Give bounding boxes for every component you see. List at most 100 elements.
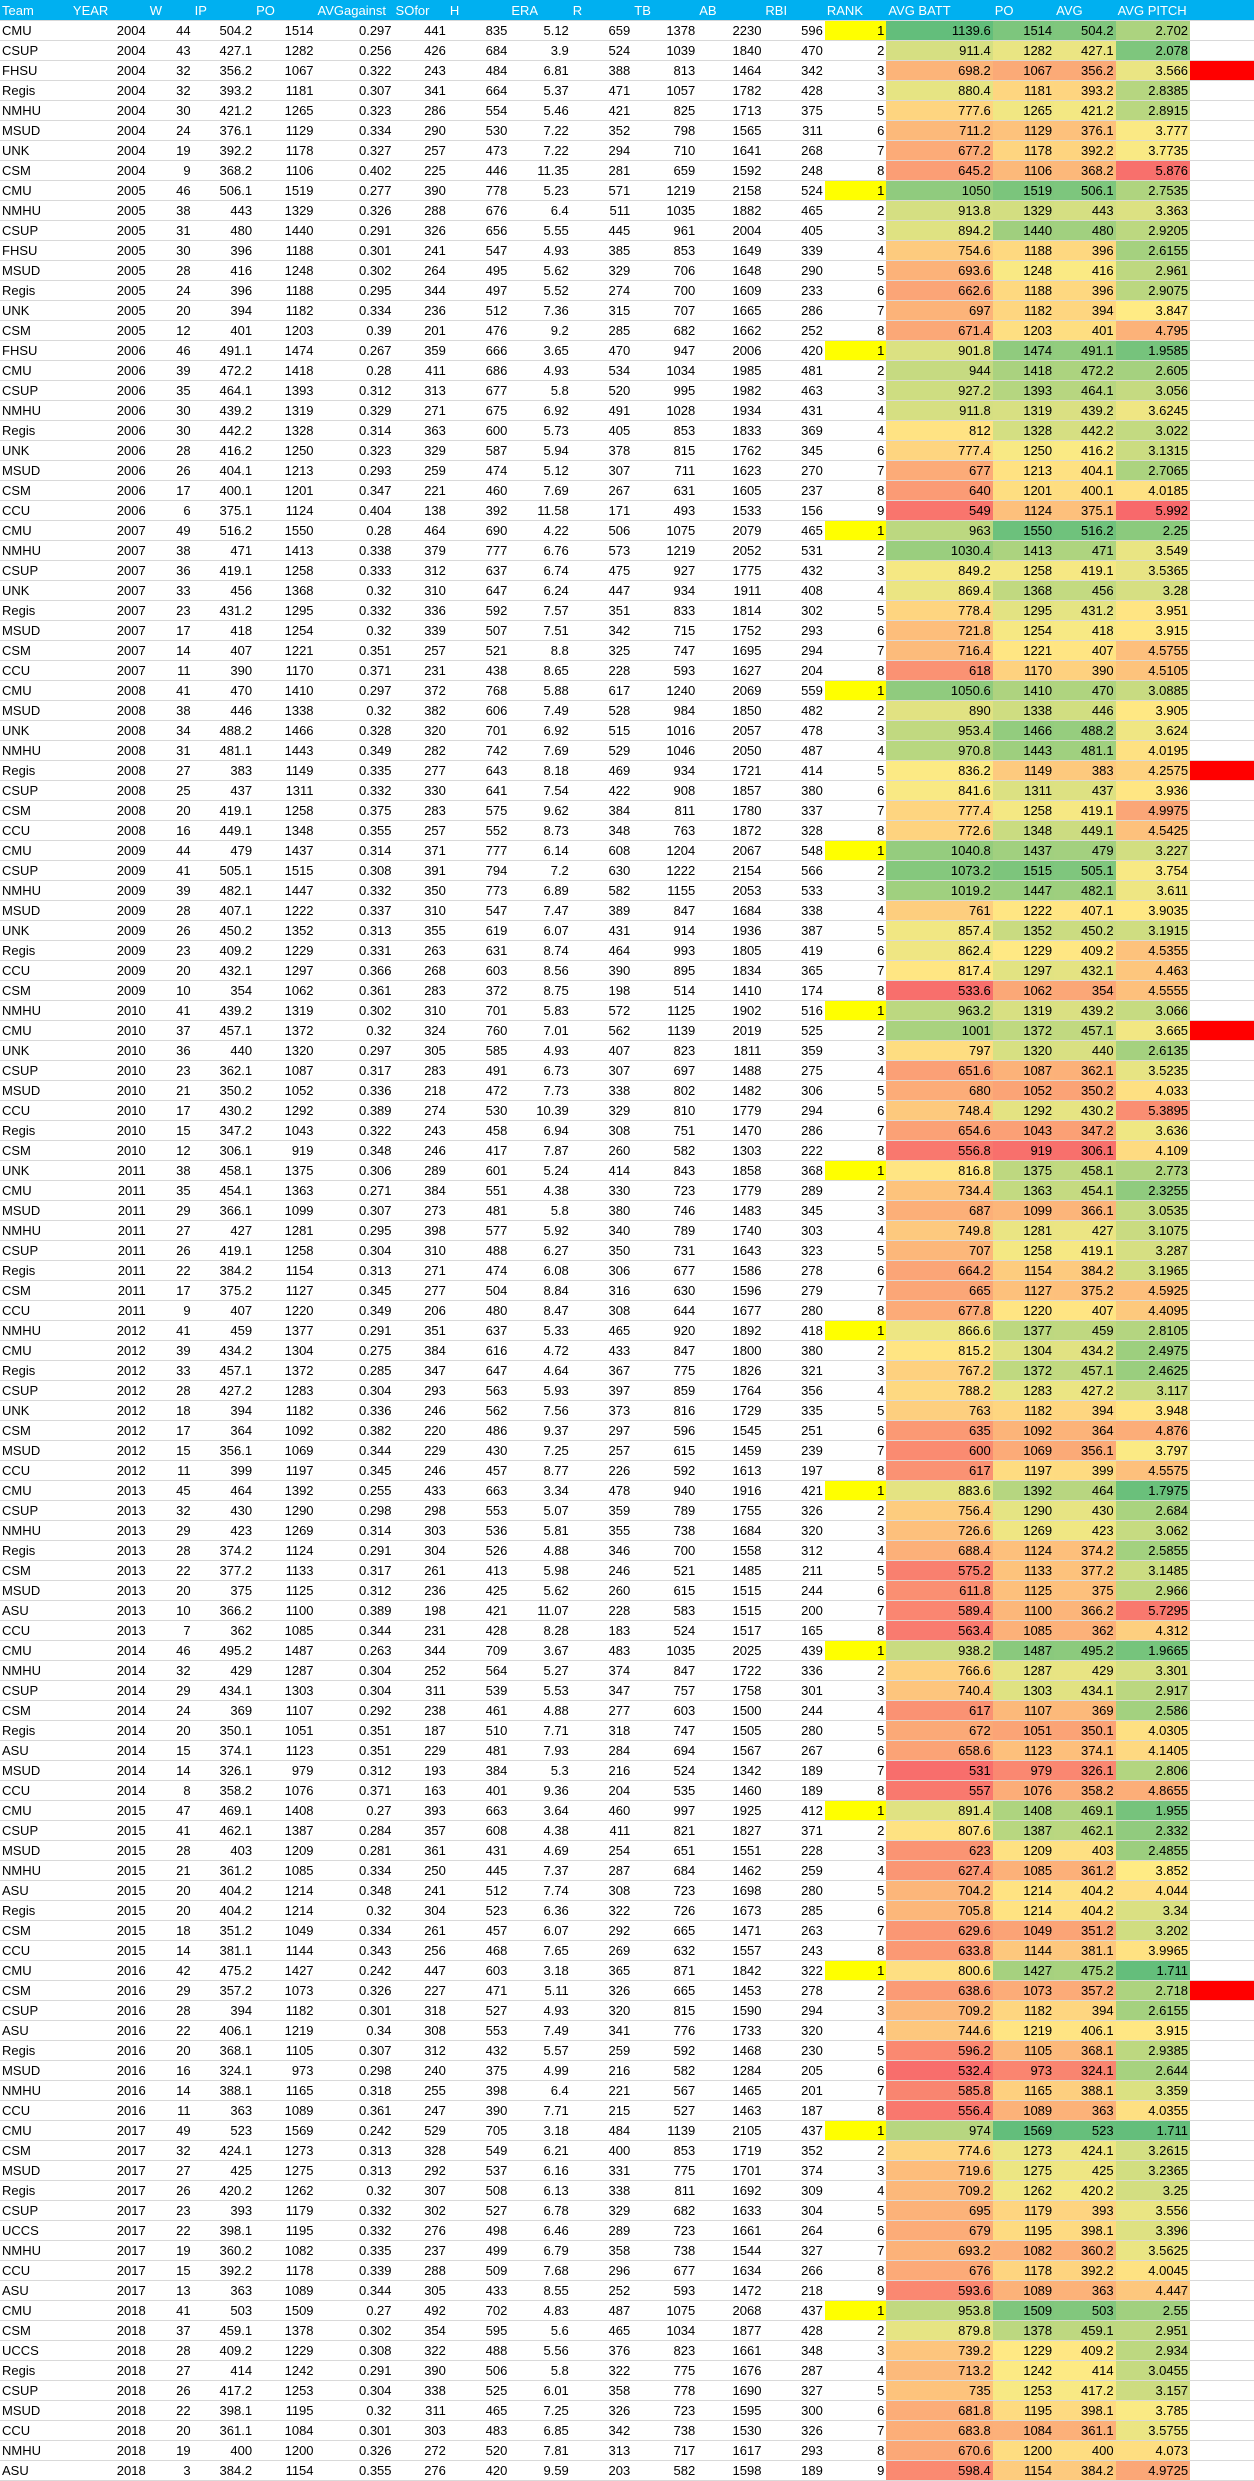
cell-tb[interactable]: 1034 bbox=[632, 2320, 698, 2341]
flag-cell[interactable] bbox=[1190, 180, 1254, 201]
cell-avg-against[interactable]: 0.345 bbox=[315, 1280, 394, 1301]
table-row[interactable]: CSM 2006 17 400.1 1201 0.347 221 460 7.69 267 631 1… bbox=[0, 480, 1254, 501]
cell-w[interactable]: 41 bbox=[147, 2300, 193, 2321]
flag-cell[interactable] bbox=[1190, 2120, 1254, 2141]
table-row[interactable]: MSUD 2005 28 416 1248 0.302 264 495 5.62 329 706 16… bbox=[0, 260, 1254, 281]
cell-avg-against[interactable]: 0.344 bbox=[315, 1620, 394, 1641]
cell-w[interactable]: 16 bbox=[147, 820, 193, 841]
cell-ip[interactable]: 398.1 bbox=[192, 2220, 255, 2241]
cell-w[interactable]: 23 bbox=[147, 1060, 193, 1081]
cell-w[interactable]: 49 bbox=[147, 520, 193, 541]
cell-ip[interactable]: 443 bbox=[192, 200, 255, 221]
cell-ip[interactable]: 406.1 bbox=[192, 2020, 255, 2041]
cell-w[interactable]: 31 bbox=[147, 740, 193, 761]
cell-tb[interactable]: 738 bbox=[632, 1520, 698, 1541]
cell-avg-pitch[interactable]: 3.948 bbox=[1115, 1400, 1191, 1421]
cell-rbi[interactable]: 289 bbox=[763, 1180, 825, 1201]
cell-avg-batt[interactable]: 963 bbox=[886, 520, 993, 541]
cell-ab[interactable]: 1665 bbox=[697, 300, 764, 321]
cell-year[interactable]: 2011 bbox=[70, 1180, 148, 1201]
cell-team[interactable]: Regis bbox=[0, 2040, 71, 2061]
cell-tb[interactable]: 593 bbox=[632, 660, 698, 681]
cell-so-for[interactable]: 338 bbox=[393, 2380, 448, 2401]
cell-po-2[interactable]: 1258 bbox=[992, 1240, 1055, 1261]
cell-rank[interactable]: 8 bbox=[824, 2100, 887, 2121]
cell-year[interactable]: 2004 bbox=[70, 160, 148, 181]
cell-ab[interactable]: 1701 bbox=[697, 2160, 764, 2181]
cell-so-for[interactable]: 283 bbox=[393, 800, 448, 821]
cell-r[interactable]: 329 bbox=[570, 260, 633, 281]
cell-r[interactable]: 511 bbox=[570, 200, 633, 221]
cell-rbi[interactable]: 286 bbox=[763, 300, 825, 321]
cell-year[interactable]: 2016 bbox=[70, 2080, 148, 2101]
cell-w[interactable]: 28 bbox=[147, 1840, 193, 1861]
cell-rbi[interactable]: 470 bbox=[763, 40, 825, 61]
cell-avg-batt[interactable]: 841.6 bbox=[886, 780, 993, 801]
cell-era[interactable]: 5.98 bbox=[509, 1560, 571, 1581]
cell-po[interactable]: 1363 bbox=[254, 1180, 316, 1201]
table-row[interactable]: Regis 2006 30 442.2 1328 0.314 363 600 5.73 405 85… bbox=[0, 420, 1254, 441]
cell-era[interactable]: 8.73 bbox=[509, 820, 571, 841]
cell-team[interactable]: NMHU bbox=[0, 1660, 71, 1681]
cell-po[interactable]: 1106 bbox=[254, 160, 316, 181]
cell-year[interactable]: 2017 bbox=[70, 2220, 148, 2241]
cell-po[interactable]: 1222 bbox=[254, 900, 316, 921]
cell-team[interactable]: CSUP bbox=[0, 2000, 71, 2021]
cell-rank[interactable]: 3 bbox=[824, 1840, 887, 1861]
table-row[interactable]: CMU 2017 49 523 1569 0.242 529 705 3.18 484 1139 21… bbox=[0, 2120, 1254, 2141]
cell-r[interactable]: 465 bbox=[570, 2320, 633, 2341]
cell-po-2[interactable]: 1182 bbox=[992, 300, 1055, 321]
cell-r[interactable]: 318 bbox=[570, 1720, 633, 1741]
cell-year[interactable]: 2018 bbox=[70, 2300, 148, 2321]
cell-team[interactable]: UCCS bbox=[0, 2340, 71, 2361]
cell-avg-pitch[interactable]: 2.25 bbox=[1115, 520, 1191, 541]
cell-ip[interactable]: 362 bbox=[192, 1620, 255, 1641]
flag-cell[interactable] bbox=[1190, 1680, 1254, 1701]
cell-w[interactable]: 20 bbox=[147, 2040, 193, 2061]
cell-rank[interactable]: 5 bbox=[824, 920, 887, 941]
cell-avg-pitch[interactable]: 2.718 bbox=[1115, 1980, 1191, 2001]
cell-po[interactable]: 1418 bbox=[254, 360, 316, 381]
cell-era[interactable]: 6.27 bbox=[509, 1240, 571, 1261]
cell-year[interactable]: 2014 bbox=[70, 1700, 148, 1721]
cell-po[interactable]: 1051 bbox=[254, 1720, 316, 1741]
cell-r[interactable]: 617 bbox=[570, 680, 633, 701]
cell-ab[interactable]: 1634 bbox=[697, 2260, 764, 2281]
cell-team[interactable]: UNK bbox=[0, 140, 71, 161]
cell-year[interactable]: 2012 bbox=[70, 1380, 148, 1401]
table-row[interactable]: NMHU 2010 41 439.2 1319 0.302 310 701 5.83 572 112… bbox=[0, 1000, 1254, 1021]
cell-po[interactable]: 1170 bbox=[254, 660, 316, 681]
cell-so-for[interactable]: 273 bbox=[393, 1200, 448, 1221]
cell-h[interactable]: 476 bbox=[447, 320, 510, 341]
cell-w[interactable]: 31 bbox=[147, 220, 193, 241]
cell-rank[interactable]: 6 bbox=[824, 1580, 887, 1601]
cell-year[interactable]: 2017 bbox=[70, 2260, 148, 2281]
cell-team[interactable]: ASU bbox=[0, 2020, 71, 2041]
cell-team[interactable]: CCU bbox=[0, 500, 71, 521]
cell-tb[interactable]: 934 bbox=[632, 580, 698, 601]
cell-rank[interactable]: 9 bbox=[824, 2280, 887, 2301]
cell-so-for[interactable]: 193 bbox=[393, 1760, 448, 1781]
cell-tb[interactable]: 825 bbox=[632, 100, 698, 121]
cell-h[interactable]: 663 bbox=[447, 1480, 510, 1501]
cell-h[interactable]: 562 bbox=[447, 1400, 510, 1421]
flag-cell[interactable] bbox=[1190, 40, 1254, 61]
cell-avg[interactable]: 419.1 bbox=[1054, 800, 1116, 821]
cell-rank[interactable]: 3 bbox=[824, 60, 887, 81]
flag-cell[interactable] bbox=[1190, 1620, 1254, 1641]
cell-rbi[interactable]: 345 bbox=[763, 440, 825, 461]
cell-ab[interactable]: 1882 bbox=[697, 200, 764, 221]
cell-tb[interactable]: 775 bbox=[632, 2160, 698, 2181]
cell-h[interactable]: 488 bbox=[447, 2340, 510, 2361]
cell-h[interactable]: 760 bbox=[447, 1020, 510, 1041]
cell-rbi[interactable]: 405 bbox=[763, 220, 825, 241]
cell-team[interactable]: NMHU bbox=[0, 1000, 71, 1021]
cell-ab[interactable]: 2004 bbox=[697, 220, 764, 241]
flag-cell[interactable] bbox=[1190, 280, 1254, 301]
cell-rbi[interactable]: 244 bbox=[763, 1700, 825, 1721]
cell-era[interactable]: 5.88 bbox=[509, 680, 571, 701]
cell-team[interactable]: CCU bbox=[0, 1460, 71, 1481]
cell-rbi[interactable]: 412 bbox=[763, 1800, 825, 1821]
cell-ip[interactable]: 392.2 bbox=[192, 140, 255, 161]
cell-ab[interactable]: 1617 bbox=[697, 2440, 764, 2461]
